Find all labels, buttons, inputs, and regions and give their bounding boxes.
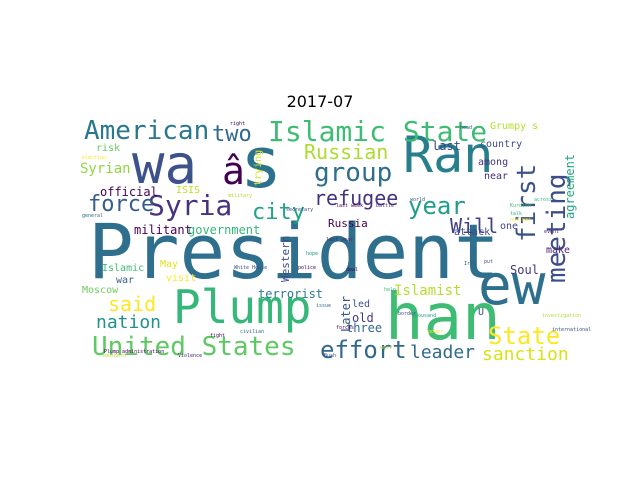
word-77: head [460, 125, 473, 131]
word-61: White House [234, 265, 268, 271]
word-78: event [544, 229, 560, 235]
word-49: official [100, 185, 158, 199]
word-5: s [240, 122, 283, 204]
word-64: international [552, 327, 592, 333]
word-79: nuclear [510, 217, 532, 223]
word-55: war [116, 275, 135, 286]
word-14: two [212, 122, 252, 147]
word-9: American [84, 116, 210, 146]
word-58: U [478, 307, 485, 318]
word-1: Plump [173, 280, 312, 334]
word-51: trying [253, 149, 264, 186]
word-72: general [82, 213, 104, 219]
word-94: across [534, 197, 553, 203]
word-86: Bush [324, 353, 337, 359]
word-33: among [478, 157, 509, 168]
word-43: old [352, 311, 374, 325]
word-93: border [398, 311, 417, 317]
word-15: force [88, 192, 155, 217]
word-53: visit [166, 273, 197, 284]
word-27: State [488, 322, 561, 350]
word-39: attack [454, 227, 491, 238]
word-32: last [432, 139, 461, 153]
word-85: forces [336, 325, 355, 331]
word-66: thousand [412, 313, 437, 319]
word-82: put [484, 259, 494, 265]
word-48: militant [134, 223, 192, 237]
word-34: near [484, 171, 509, 182]
word-3: ew [478, 253, 546, 318]
word-71: world [410, 197, 426, 203]
word-19: Will [450, 214, 499, 238]
word-24: effort [320, 336, 407, 364]
word-12: group [314, 158, 393, 188]
word-41: Western [279, 235, 292, 283]
word-54: Islamic [102, 263, 145, 274]
word-16: city [252, 200, 305, 225]
word-25: leader [410, 342, 476, 363]
word-40: Russia [328, 217, 368, 230]
word-60: Violence [178, 353, 203, 359]
word-88: west [380, 345, 393, 351]
word-0: President [88, 207, 500, 296]
word-59: Plump administration [104, 349, 165, 355]
word-47: government [188, 223, 261, 237]
chart-title: 2017-07 [286, 92, 354, 111]
word-65: civilian [240, 329, 265, 335]
word-42: led [352, 299, 371, 310]
word-67: police [298, 265, 317, 271]
word-7: Ran [403, 126, 494, 184]
word-cloud: President Plump han ew wa s â Ran Islamic State A… [80, 115, 591, 364]
word-6: â [222, 149, 245, 193]
word-70: battle [376, 203, 395, 209]
word-2: han [385, 281, 501, 355]
word-31: country [480, 139, 523, 150]
word-80: talk [510, 211, 523, 217]
word-22: said [108, 292, 157, 316]
word-84: hope [306, 251, 319, 257]
word-52: May [160, 259, 179, 270]
word-73: election [82, 155, 107, 161]
word-63: investigation [542, 313, 582, 319]
word-28: Islamist [394, 283, 462, 299]
word-13: Russian [304, 140, 389, 164]
word-74: southern [102, 353, 127, 359]
word-75: Kurdish [510, 203, 532, 209]
word-69: last week [336, 203, 364, 209]
word-29: Syrian [80, 161, 131, 177]
word-35: agreement [563, 153, 577, 219]
word-8: Islamic State [268, 115, 488, 148]
word-36: Soul [510, 263, 539, 277]
word-57: risk [96, 143, 121, 154]
word-90: fight [210, 333, 226, 339]
word-91: issue [316, 303, 332, 309]
word-81: deal [346, 267, 359, 273]
word-4: wa [132, 133, 198, 196]
word-89: help [384, 287, 397, 293]
word-46: terrorist [258, 287, 324, 301]
word-44: three [346, 321, 383, 335]
word-76: right [230, 121, 246, 127]
word-87: power [428, 329, 444, 335]
word-17: refugee [314, 186, 399, 210]
word-68: secretary [286, 207, 314, 213]
word-26: sanction [482, 344, 569, 365]
word-92: last year [326, 237, 354, 243]
word-23: nation [96, 312, 162, 333]
word-56: Moscow [82, 285, 119, 296]
word-30: Grumpy s [490, 121, 539, 132]
word-10: United States [92, 332, 296, 362]
word-50: ISIS [176, 185, 201, 196]
word-18: year [408, 192, 466, 220]
word-11: Syria [148, 189, 233, 222]
word-37: make [546, 245, 571, 256]
word-83: Iraq [464, 261, 477, 267]
word-38: one [500, 221, 519, 232]
word-62: military [228, 193, 253, 199]
